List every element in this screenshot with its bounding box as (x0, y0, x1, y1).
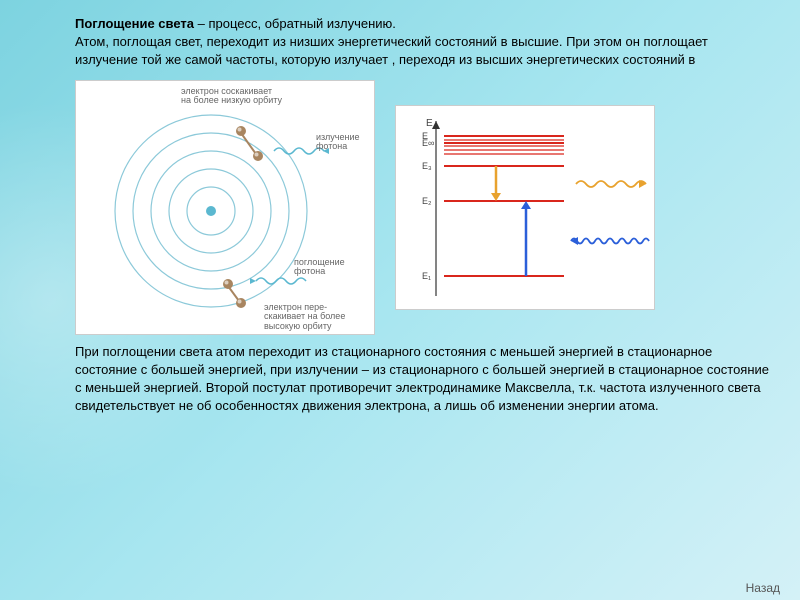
energy-diagram: EEE∞E₃E₂E₁ (395, 105, 655, 310)
label-top-left: электрон соскакиваетна более низкую орби… (181, 87, 282, 107)
slide-content: Поглощение света – процесс, обратный изл… (75, 15, 770, 585)
bottom-paragraph: При поглощении света атом переходит из с… (75, 343, 770, 416)
atom-diagram: электрон соскакиваетна более низкую орби… (75, 80, 375, 335)
svg-text:E₁: E₁ (422, 271, 431, 281)
label-bottom-left: электрон пере-скакивает на болеевысокую … (264, 303, 345, 333)
header-line2: Атом, поглощая свет, переходит из низших… (75, 34, 708, 67)
label-bottom-right: поглощениефотона (294, 258, 345, 278)
energy-svg: EEE∞E₃E₂E₁ (396, 106, 656, 311)
header-rest: – процесс, обратный излучению. (194, 16, 396, 31)
svg-text:E∞: E∞ (422, 138, 434, 148)
diagrams-row: электрон соскакиваетна более низкую орби… (75, 80, 770, 335)
atom-svg (76, 81, 376, 336)
svg-text:E: E (426, 118, 433, 129)
header-bold: Поглощение света (75, 16, 194, 31)
back-button[interactable]: Назад (746, 581, 780, 595)
svg-text:E₃: E₃ (422, 161, 432, 171)
svg-text:E₂: E₂ (422, 196, 432, 206)
header-paragraph: Поглощение света – процесс, обратный изл… (75, 15, 770, 70)
label-top-right: излучениефотона (316, 133, 360, 153)
